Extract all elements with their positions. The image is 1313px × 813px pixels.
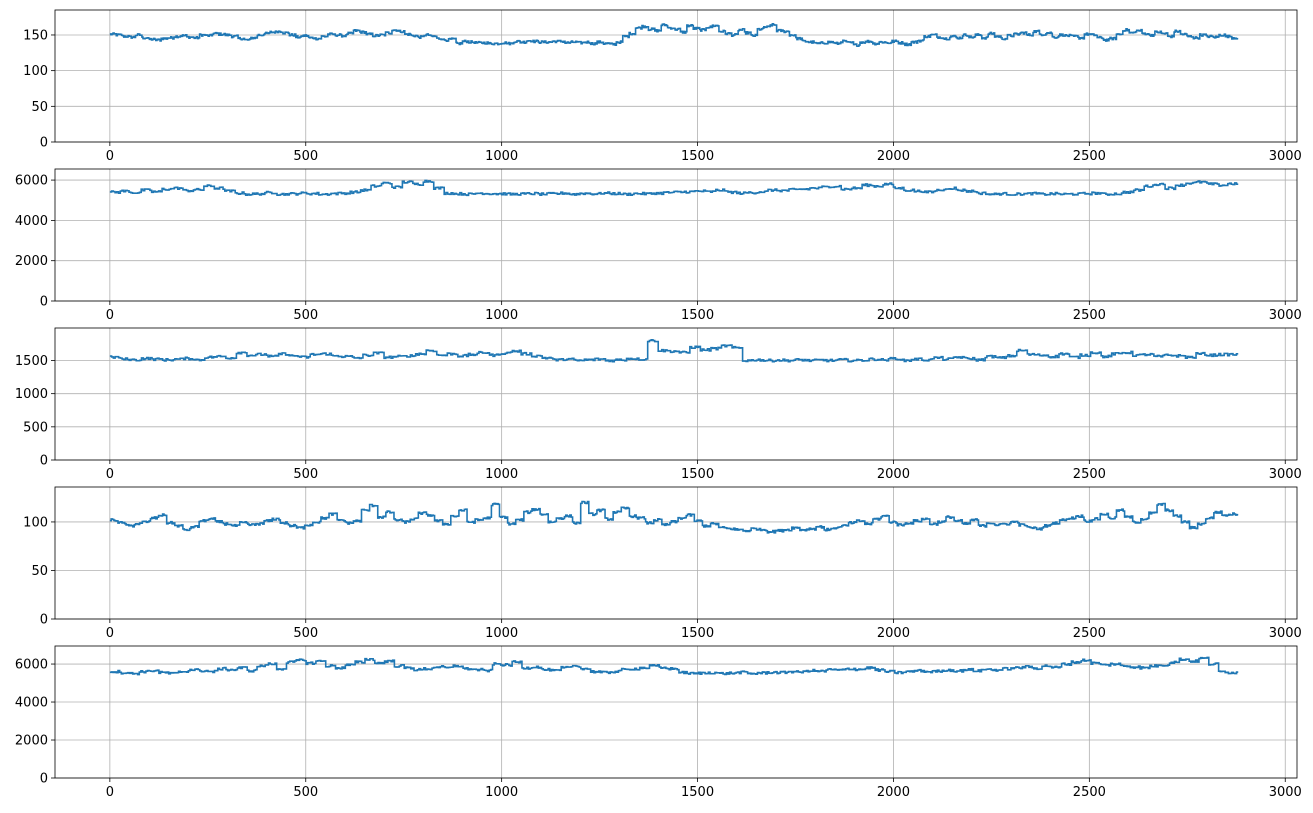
subplot-5: 0 500 1000 1500 2000 2500 3000 0 2000 4000 6000	[15, 645, 1302, 800]
x-tick-label: 1000	[485, 149, 518, 164]
y-tick-label: 2000	[15, 734, 48, 749]
x-tick-label: 2000	[877, 785, 910, 800]
x-tick-label: 2500	[1073, 149, 1106, 164]
x-tick-label: 1500	[681, 467, 714, 482]
series-line	[109, 23, 1239, 47]
y-tick-label: 0	[40, 136, 48, 151]
series-line	[109, 656, 1239, 676]
x-tick-label: 1500	[681, 626, 714, 641]
x-tick-label: 3000	[1269, 308, 1302, 323]
x-tick-label: 1500	[681, 308, 714, 323]
subplot-1: 0 500 1000 1500 2000 2500 3000 0 50 100 150	[23, 9, 1302, 164]
x-tick-label: 500	[293, 626, 318, 641]
x-tick-label: 0	[106, 785, 114, 800]
x-tick-label: 1500	[681, 149, 714, 164]
y-tick-label: 50	[31, 564, 48, 579]
x-tick-label: 1000	[485, 467, 518, 482]
x-tick-label: 0	[106, 308, 114, 323]
x-tick-label: 2000	[877, 626, 910, 641]
axes-frame	[54, 168, 1298, 302]
y-tick-label: 1000	[15, 387, 48, 402]
y-tick-label: 0	[40, 613, 48, 628]
x-tick-label: 500	[293, 467, 318, 482]
subplot-3: 0 500 1000 1500 2000 2500 3000 0 500 1000 1500	[15, 327, 1302, 482]
y-tick-label: 4000	[15, 214, 48, 229]
x-tick-label: 2000	[877, 467, 910, 482]
subplot-2: 0 500 1000 1500 2000 2500 3000 0 2000 4000 6000	[15, 168, 1302, 323]
x-tick-label: 1000	[485, 785, 518, 800]
y-tick-label: 500	[23, 420, 48, 435]
x-tick-label: 500	[293, 308, 318, 323]
x-tick-label: 0	[106, 467, 114, 482]
y-tick-label: 6000	[15, 174, 48, 189]
y-tick-label: 1500	[15, 354, 48, 369]
y-tick-label: 100	[23, 64, 48, 79]
series-line	[109, 179, 1239, 197]
x-tick-label: 500	[293, 149, 318, 164]
x-tick-label: 2000	[877, 149, 910, 164]
x-tick-label: 2000	[877, 308, 910, 323]
series-line	[109, 339, 1239, 363]
y-tick-label: 0	[40, 295, 48, 310]
y-tick-label: 6000	[15, 658, 48, 673]
x-tick-label: 3000	[1269, 626, 1302, 641]
axes-frame	[54, 645, 1298, 779]
x-tick-label: 0	[106, 149, 114, 164]
y-tick-label: 0	[40, 772, 48, 787]
x-tick-label: 1000	[485, 626, 518, 641]
y-tick-label: 2000	[15, 254, 48, 269]
x-tick-label: 1000	[485, 308, 518, 323]
x-tick-label: 2500	[1073, 467, 1106, 482]
series-line	[109, 500, 1239, 534]
y-tick-label: 4000	[15, 696, 48, 711]
x-tick-label: 1500	[681, 785, 714, 800]
y-tick-label: 100	[23, 515, 48, 530]
x-tick-label: 0	[106, 626, 114, 641]
x-tick-label: 2500	[1073, 785, 1106, 800]
x-tick-label: 3000	[1269, 467, 1302, 482]
y-tick-label: 150	[23, 28, 48, 43]
x-tick-label: 3000	[1269, 785, 1302, 800]
axes-frame	[54, 486, 1298, 620]
y-tick-label: 0	[40, 454, 48, 469]
x-tick-label: 2500	[1073, 626, 1106, 641]
subplot-4: 0 500 1000 1500 2000 2500 3000 0 50 100	[23, 486, 1302, 641]
x-tick-label: 2500	[1073, 308, 1106, 323]
y-tick-label: 50	[31, 100, 48, 115]
x-tick-label: 3000	[1269, 149, 1302, 164]
axes-frame	[54, 9, 1298, 143]
x-tick-label: 500	[293, 785, 318, 800]
